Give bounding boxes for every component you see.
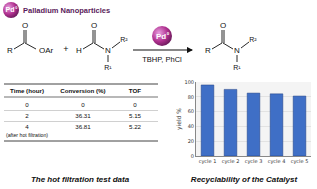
svg-text:Pd: Pd xyxy=(6,6,15,13)
svg-text:0: 0 xyxy=(167,31,170,36)
svg-text:Pd: Pd xyxy=(156,32,166,41)
svg-text:0: 0 xyxy=(15,6,17,10)
svg-text:yield %: yield % xyxy=(175,108,183,130)
svg-text:0: 0 xyxy=(25,101,29,108)
svg-text:O: O xyxy=(22,21,28,30)
svg-text:0: 0 xyxy=(191,153,194,159)
svg-text:TOF: TOF xyxy=(129,87,141,94)
svg-text:The hot filtration test data: The hot filtration test data xyxy=(31,175,130,184)
svg-text:80: 80 xyxy=(188,94,194,100)
svg-text:TBHP, PhCl: TBHP, PhCl xyxy=(142,55,182,64)
svg-text:4: 4 xyxy=(25,123,29,130)
svg-text:100: 100 xyxy=(184,79,194,85)
svg-text:cycle 1: cycle 1 xyxy=(199,158,217,165)
svg-text:cycle 4: cycle 4 xyxy=(268,158,286,165)
svg-text:H: H xyxy=(76,46,82,55)
svg-text:N: N xyxy=(105,46,111,55)
svg-text:40: 40 xyxy=(188,123,194,129)
svg-text:Time (hour): Time (hour) xyxy=(10,87,44,94)
svg-text:Recyclability of the Catalyst: Recyclability of the Catalyst xyxy=(191,175,298,184)
svg-text:O: O xyxy=(220,21,226,30)
svg-text:0: 0 xyxy=(81,101,85,108)
svg-text:+: + xyxy=(63,44,68,54)
svg-text:cycle 2: cycle 2 xyxy=(222,158,240,165)
svg-text:36.81: 36.81 xyxy=(75,123,91,130)
svg-text:2: 2 xyxy=(25,112,29,119)
svg-text:20: 20 xyxy=(188,138,194,144)
svg-text:O: O xyxy=(91,21,97,30)
svg-text:R: R xyxy=(205,46,211,55)
svg-text:(after hot filtration): (after hot filtration) xyxy=(6,132,48,138)
svg-text:OAr: OAr xyxy=(39,46,54,55)
svg-text:cycle 5: cycle 5 xyxy=(291,158,309,165)
svg-text:Conversion (%): Conversion (%) xyxy=(60,87,105,94)
svg-text:36.31: 36.31 xyxy=(75,112,91,119)
svg-text:R¹: R¹ xyxy=(104,64,112,71)
svg-text:R¹: R¹ xyxy=(233,64,241,71)
svg-text:cycle 3: cycle 3 xyxy=(245,158,263,165)
svg-text:N: N xyxy=(234,46,240,55)
svg-text:R²: R² xyxy=(120,36,128,43)
svg-text:R: R xyxy=(7,46,13,55)
svg-text:Palladium Nanoparticles: Palladium Nanoparticles xyxy=(23,6,110,15)
svg-text:5.15: 5.15 xyxy=(129,112,142,119)
svg-text:5.22: 5.22 xyxy=(129,123,142,130)
svg-text:R²: R² xyxy=(249,36,257,43)
svg-text:0: 0 xyxy=(133,101,137,108)
svg-text:60: 60 xyxy=(188,108,194,114)
